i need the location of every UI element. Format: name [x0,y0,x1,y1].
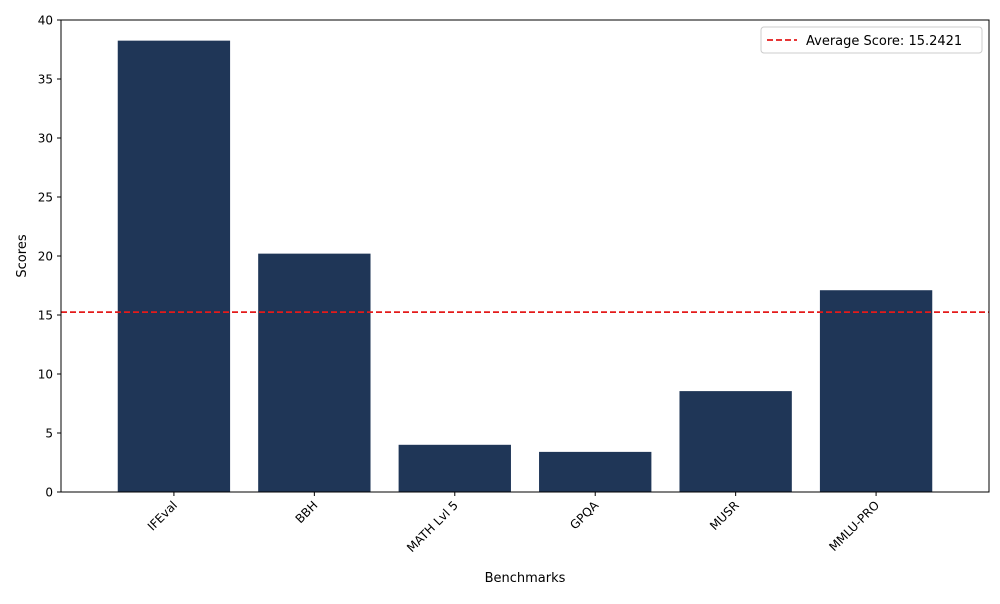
x-tick-label: MUSR [707,498,742,533]
y-tick-label: 0 [45,486,53,500]
x-tick-label: IFEval [145,498,180,533]
y-tick-label: 40 [38,14,53,28]
bar-ifeval [117,40,231,493]
bar-math-lvl-5 [398,444,511,492]
x-axis-label: Benchmarks [485,571,566,586]
x-tick-label: MATH Lvl 5 [404,498,461,555]
bar-gpqa [539,451,652,492]
y-tick-label: 15 [38,309,53,323]
y-tick-label: 25 [38,191,53,205]
y-tick-label: 35 [38,73,53,87]
y-tick-label: 30 [38,132,53,146]
bar-mmlu-pro [819,290,933,492]
x-axis-ticks: IFEval BBH MATH Lvl 5 GPQA MUSR MMLU-PRO [145,492,882,555]
y-tick-label: 10 [38,368,53,382]
legend-box [760,26,983,54]
bars-layer [117,40,933,493]
y-axis-ticks: 0 5 10 15 20 25 30 35 40 [38,14,61,500]
x-tick-label: BBH [293,498,321,526]
x-tick-label: MMLU-PRO [826,498,882,554]
x-tick-label: GPQA [567,498,602,533]
legend-label: Average Score: 15.2421 [806,34,962,49]
bar-musr [679,391,792,492]
bar-bbh [258,253,371,492]
legend: Average Score: 15.2421 [760,26,983,54]
y-axis-label: Scores [15,234,30,277]
y-tick-label: 20 [38,250,53,264]
y-tick-label: 5 [45,427,53,441]
